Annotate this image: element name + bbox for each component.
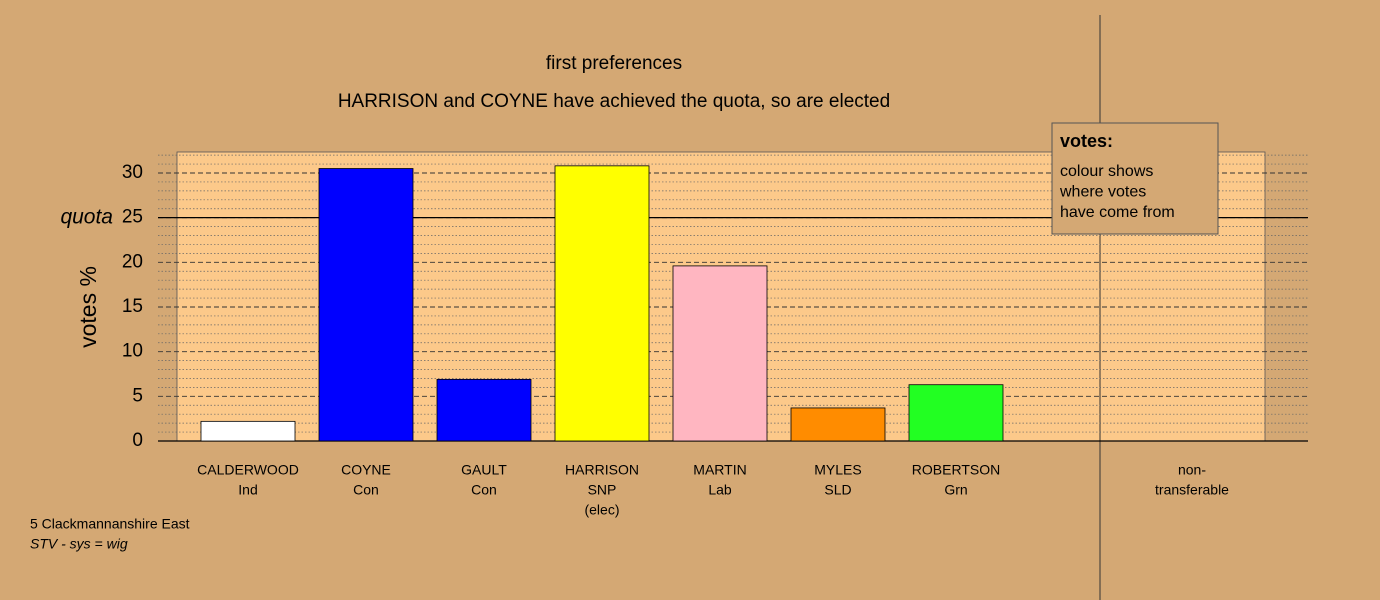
bar (318, 168, 414, 442)
x-tick-label: non- (1178, 462, 1206, 478)
bar (908, 384, 1004, 442)
chart-title: first preferences (546, 53, 682, 74)
bar (200, 420, 296, 442)
bar (790, 407, 886, 442)
legend-box (1051, 122, 1219, 235)
x-tick-sublabel: SLD (824, 482, 851, 498)
legend-text: colour shows (1060, 163, 1153, 180)
x-tick-label: MYLES (814, 462, 861, 478)
x-tick-label: HARRISON (565, 462, 639, 478)
y-tick-label: 0 (132, 430, 143, 451)
y-tick-label: 30 (122, 162, 143, 183)
y-tick-label: 10 (122, 341, 143, 362)
footer: 5 Clackmannanshire East (30, 516, 190, 532)
legend-title: votes: (1060, 131, 1113, 151)
x-tick-note: (elec) (584, 502, 619, 518)
y-tick-label: 20 (122, 251, 143, 272)
x-tick-label: MARTIN (693, 462, 746, 478)
x-tick-sublabel: Grn (944, 482, 967, 498)
x-tick-sublabel: Con (353, 482, 379, 498)
bar (672, 265, 768, 442)
bar (436, 378, 532, 442)
x-tick-label: CALDERWOOD (197, 462, 299, 478)
x-tick-sublabel: Ind (238, 482, 257, 498)
x-tick-sublabel: Con (471, 482, 497, 498)
x-tick-label: GAULT (461, 462, 507, 478)
y-tick-label: 15 (122, 296, 143, 317)
legend-text: where votes (1059, 184, 1146, 201)
x-tick-sublabel: SNP (588, 482, 617, 498)
quota-label: quota (60, 206, 113, 229)
x-tick-label: ROBERTSON (912, 462, 1000, 478)
legend-text: have come from (1060, 204, 1175, 221)
x-tick-sublabel: transferable (1155, 482, 1229, 498)
x-tick-sublabel: Lab (708, 482, 732, 498)
y-tick-label: 5 (132, 385, 143, 406)
y-tick-label: 25 (122, 207, 143, 228)
footer: STV - sys = wig (30, 536, 128, 552)
bar (554, 165, 650, 442)
chart-subtitle: HARRISON and COYNE have achieved the quo… (338, 91, 890, 112)
y-axis-label: votes % (75, 266, 101, 348)
x-tick-label: COYNE (341, 462, 391, 478)
